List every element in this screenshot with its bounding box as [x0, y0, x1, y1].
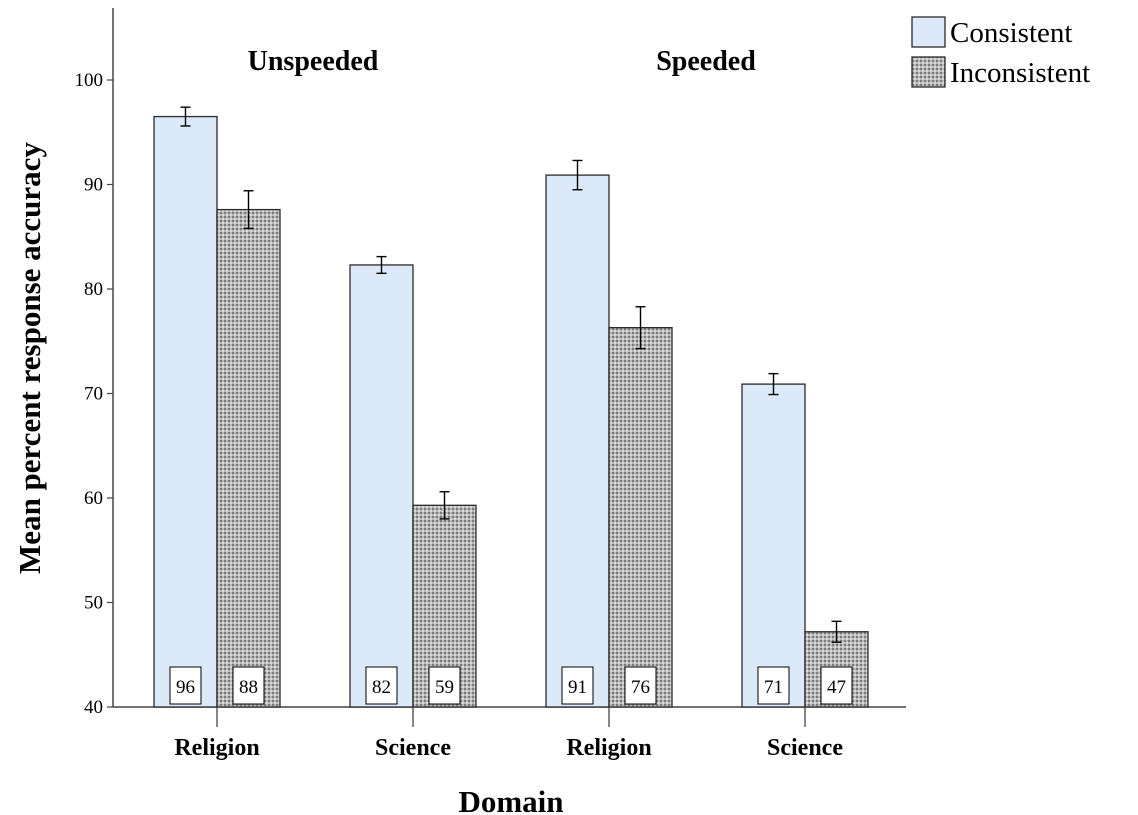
group-label: Unspeeded [248, 46, 379, 77]
x-tick-label: Science [767, 735, 843, 761]
bar [349, 264, 414, 708]
y-tick-label: 100 [75, 70, 104, 91]
bar [153, 115, 218, 708]
data-label-box [561, 666, 594, 705]
legend-label: Inconsistent [950, 57, 1090, 89]
data-label: 96 [176, 677, 195, 698]
data-label-box [624, 666, 657, 705]
x-tick-label: Science [375, 735, 451, 761]
data-label: 88 [239, 677, 258, 698]
y-tick-label: 80 [84, 279, 103, 300]
x-tick-label: Religion [566, 735, 651, 761]
bar [545, 174, 610, 708]
data-label-box [757, 666, 790, 705]
data-label-box [365, 666, 398, 705]
data-label: 47 [827, 677, 846, 698]
data-label-box [428, 666, 461, 705]
data-label-box [820, 666, 853, 705]
legend-label: Consistent [950, 17, 1072, 49]
y-tick-label: 90 [84, 175, 103, 196]
data-label: 76 [631, 677, 650, 698]
data-label: 82 [372, 677, 391, 698]
data-label: 59 [435, 677, 454, 698]
data-label-box [169, 666, 202, 705]
group-label: Speeded [656, 46, 756, 77]
data-label: 71 [764, 677, 783, 698]
legend-swatch [911, 56, 946, 88]
bar [608, 327, 673, 708]
y-tick-label: 40 [84, 697, 103, 718]
data-label: 91 [568, 677, 587, 698]
y-tick-label: 60 [84, 488, 103, 509]
bar [216, 208, 281, 708]
y-tick-label: 70 [84, 384, 103, 405]
legend-swatch [911, 16, 946, 48]
x-axis-title: Domain [458, 784, 563, 815]
y-tick-label: 50 [84, 593, 103, 614]
x-tick-label: Religion [174, 735, 259, 761]
data-label-box [232, 666, 265, 705]
y-axis-title: Mean percent response accuracy [12, 142, 47, 574]
bar [741, 383, 806, 708]
